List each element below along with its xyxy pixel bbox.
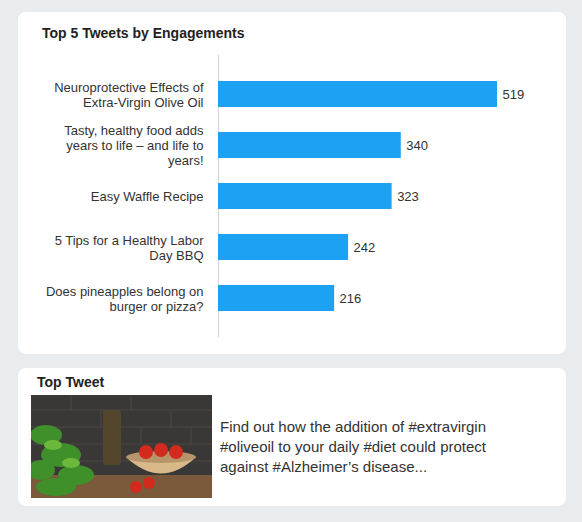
svg-text:Does pineapples belong onburge: Does pineapples belong onburger or pizza… — [46, 284, 204, 314]
svg-text:340: 340 — [406, 138, 428, 153]
html-text:Top Tweet: Top Tweet — [37, 374, 105, 390]
svg-text:5 Tips for a Healthy LaborDay: 5 Tips for a Healthy LaborDay BBQ — [55, 233, 205, 263]
svg-text:216: 216 — [340, 291, 362, 306]
svg-text:Tasty, healthy food addsyears: Tasty, healthy food addsyears to life – … — [64, 123, 204, 168]
svg-text:519: 519 — [503, 87, 525, 102]
svg-text:Neuroprotective Effects ofExtr: Neuroprotective Effects ofExtra-Virgin O… — [54, 80, 204, 110]
html-text:Top 5 Tweets by Engagements: Top 5 Tweets by Engagements — [42, 25, 245, 41]
svg-text:323: 323 — [397, 189, 419, 204]
svg-text:Easy Waffle Recipe: Easy Waffle Recipe — [91, 189, 204, 204]
svg-text:242: 242 — [354, 240, 376, 255]
html-text:Find out how the addition of #: Find out how the addition of #extravirgi… — [220, 418, 486, 475]
